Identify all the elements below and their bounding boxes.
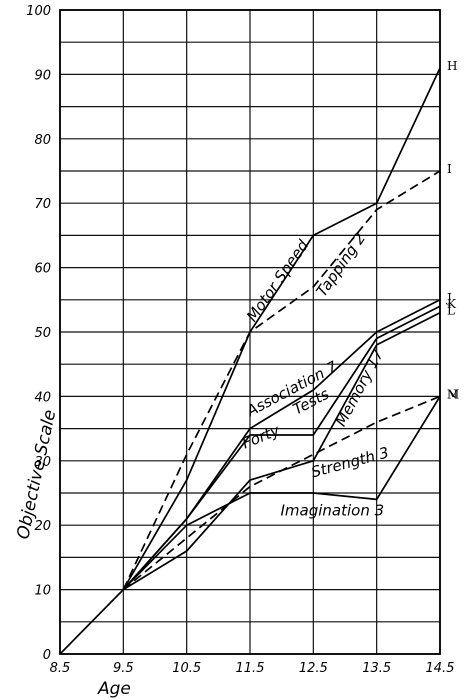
y-tick-label: 60 <box>34 262 51 277</box>
y-tick-label: 100 <box>26 4 51 19</box>
series-end-label: L <box>447 304 455 318</box>
series-line-6 <box>122 395 441 591</box>
series-label: Association 7 <box>243 357 341 420</box>
series-end-label: J <box>445 291 452 305</box>
x-tick-label: 10.5 <box>172 661 201 676</box>
y-tick-label: 40 <box>34 390 51 405</box>
series-line-3 <box>122 305 441 591</box>
x-axis-title: Age <box>97 679 131 699</box>
series-end-label: I <box>447 162 452 176</box>
series-end-label: M <box>447 387 459 401</box>
y-axis-title: Objective Scale <box>13 408 60 541</box>
series-label: Memory 17 <box>332 346 388 430</box>
x-tick-label: 14.5 <box>426 661 455 676</box>
series-label: Tapping 2 <box>312 230 369 300</box>
series-label: Strength 3 <box>309 443 390 481</box>
series-label: Imagination 3 <box>280 502 384 520</box>
y-tick-label: 30 <box>34 455 51 470</box>
series-end-label: H <box>447 59 457 73</box>
series-lines: H I JKL MN <box>59 59 459 655</box>
plot-frame <box>59 9 441 655</box>
y-tick-label: 70 <box>34 197 51 212</box>
y-tick-label: 10 <box>34 584 51 599</box>
x-tick-label: 12.5 <box>299 661 328 676</box>
y-tick-label: 20 <box>34 519 51 534</box>
x-tick-label: 8.5 <box>50 661 71 676</box>
series-label: Forty <box>239 421 283 453</box>
x-tick-label: 13.5 <box>362 661 391 676</box>
series-label: Motor Speed <box>243 236 313 325</box>
y-tick-label: 50 <box>34 326 51 341</box>
series-line-5 <box>122 395 441 591</box>
series-line-4 <box>122 311 441 591</box>
x-tick-label: 9.5 <box>113 661 134 676</box>
series-end-label: N <box>447 387 458 401</box>
x-tick-label: 11.5 <box>236 661 265 676</box>
series-line-2 <box>122 299 441 591</box>
y-tick-label: 80 <box>34 133 51 148</box>
series-end-label: K <box>447 297 457 311</box>
tick-labels: 8.5 9.5 10.5 11.5 12.5 13.5 14.5 0 10 20 30 40 50 60 7… <box>26 4 454 676</box>
series-line-1 <box>122 170 441 590</box>
y-tick-label: 90 <box>34 68 51 83</box>
y-tick-label: 0 <box>43 648 51 663</box>
